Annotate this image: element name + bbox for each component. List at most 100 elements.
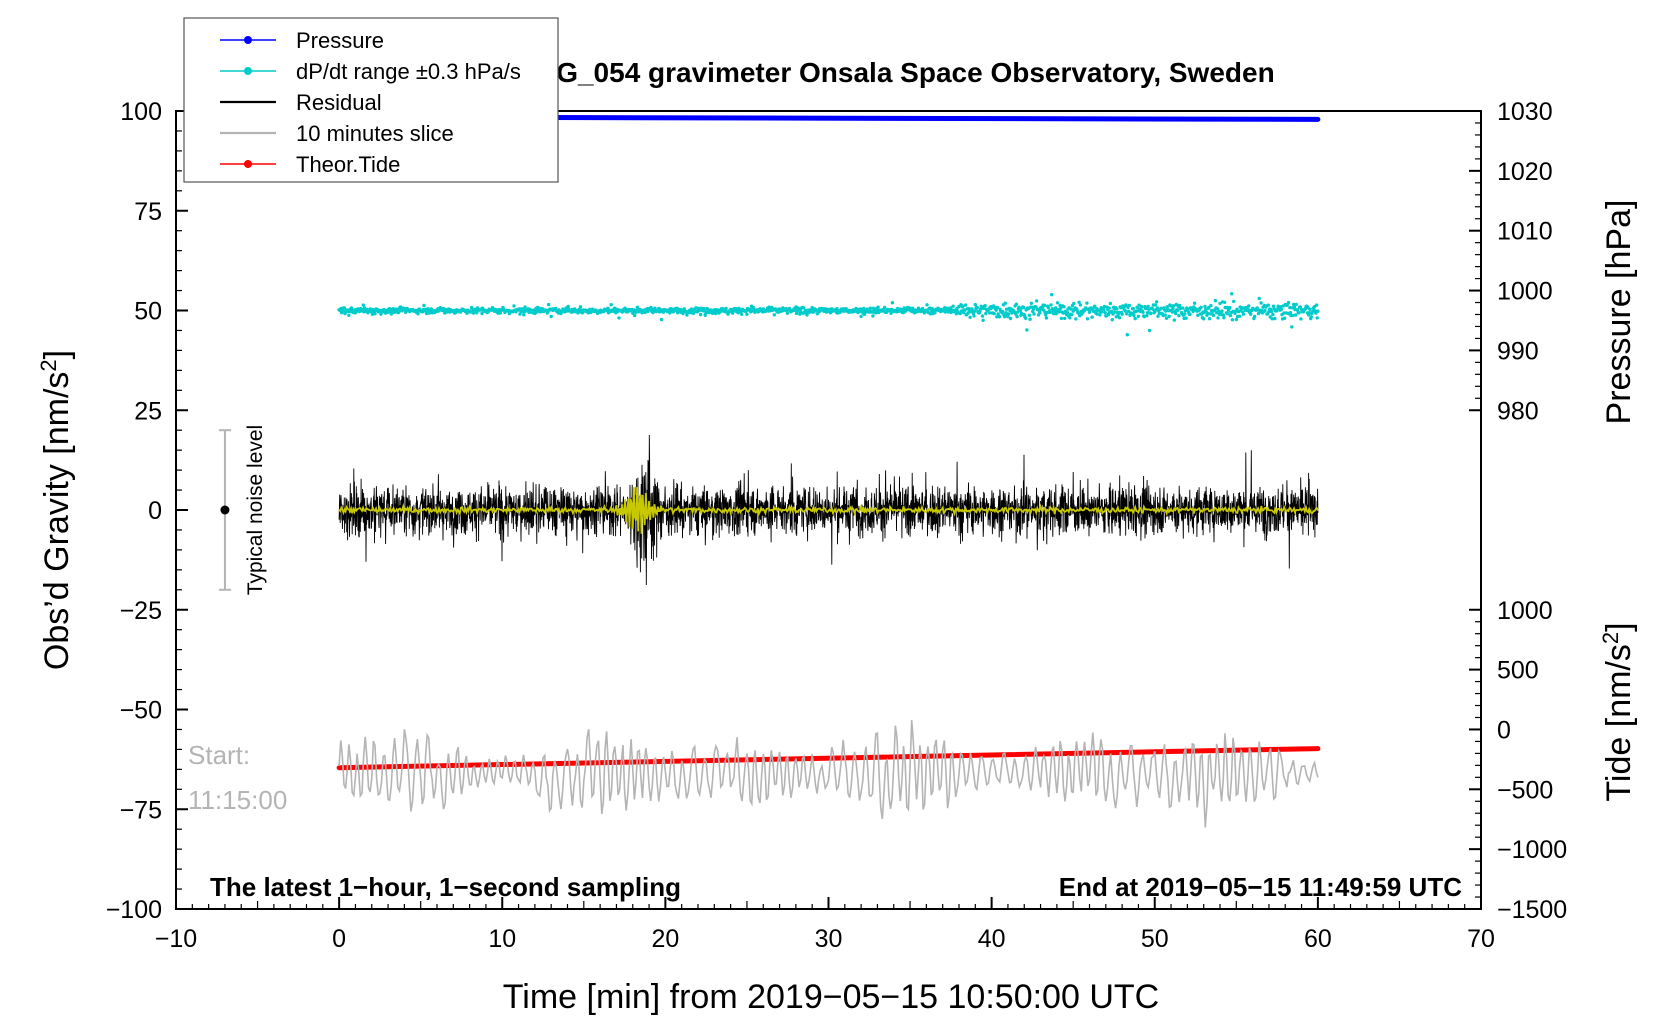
dpdt-point bbox=[1308, 307, 1312, 312]
legend-marker bbox=[244, 67, 252, 75]
tide-axis-title-end: ] bbox=[1600, 622, 1638, 631]
dpdt-point bbox=[1077, 300, 1081, 304]
dpdt-point bbox=[1123, 309, 1128, 313]
dpdt-point bbox=[361, 303, 365, 307]
dpdt-point bbox=[1078, 303, 1083, 307]
dpdt-point bbox=[1110, 318, 1115, 322]
x-axis-title: Time [min] from 2019−05−15 10:50:00 UTC bbox=[503, 978, 1159, 1016]
x-tick-label: −10 bbox=[155, 925, 197, 953]
dpdt-point bbox=[1183, 312, 1187, 316]
dpdt-point bbox=[1218, 301, 1222, 306]
dpdt-point bbox=[951, 304, 955, 308]
dpdt-point bbox=[1211, 313, 1216, 318]
tide-axis-ticks: 1000 500 0 −500 −1000 −1500 bbox=[1469, 597, 1567, 924]
dpdt-point bbox=[1294, 313, 1298, 317]
dpdt-point bbox=[1063, 316, 1067, 321]
x-tick-label: 10 bbox=[488, 925, 516, 953]
dpdt-point bbox=[682, 307, 686, 311]
dpdt-point bbox=[1042, 303, 1047, 308]
left-axis-title: Obs’d Gravity [nm/s2] bbox=[36, 350, 76, 670]
dpdt-point bbox=[1156, 314, 1160, 318]
pressure-tick-label: 1010 bbox=[1497, 218, 1553, 246]
dpdt-point bbox=[963, 303, 968, 307]
dpdt-point bbox=[1103, 311, 1107, 315]
dpdt-point bbox=[1269, 309, 1274, 314]
dpdt-point bbox=[992, 311, 996, 316]
dpdt-point bbox=[802, 306, 806, 310]
dpdt-point bbox=[668, 311, 672, 315]
dpdt-point bbox=[1246, 307, 1250, 311]
dpdt-series bbox=[337, 292, 1320, 337]
dpdt-point bbox=[972, 314, 976, 318]
dpdt-point bbox=[1259, 301, 1263, 305]
legend-marker bbox=[244, 36, 252, 44]
left-axis-title-sup: 2 bbox=[36, 359, 61, 371]
dpdt-point bbox=[1025, 328, 1029, 332]
dpdt-point bbox=[1252, 314, 1257, 319]
dpdt-point bbox=[1177, 303, 1182, 308]
tide-tick-label: −500 bbox=[1497, 776, 1553, 804]
dpdt-point bbox=[1228, 305, 1232, 310]
dpdt-point bbox=[911, 306, 915, 310]
dpdt-point bbox=[1177, 313, 1181, 318]
dpdt-point bbox=[341, 309, 345, 313]
dpdt-point bbox=[1072, 301, 1076, 306]
dpdt-point bbox=[927, 306, 932, 310]
dpdt-point bbox=[1132, 313, 1136, 318]
dpdt-point bbox=[1286, 300, 1291, 305]
dpdt-point bbox=[1192, 301, 1197, 305]
tide-tick-label: −1000 bbox=[1497, 836, 1567, 864]
dpdt-point bbox=[633, 313, 637, 318]
residual-series bbox=[338, 434, 1319, 586]
dpdt-point bbox=[480, 311, 484, 316]
dpdt-point bbox=[422, 303, 426, 308]
dpdt-point bbox=[925, 303, 929, 307]
tide-tick-label: 1000 bbox=[1497, 597, 1553, 625]
dpdt-point bbox=[870, 310, 874, 314]
dpdt-point bbox=[1095, 312, 1100, 316]
dpdt-point bbox=[1003, 315, 1007, 319]
pressure-tick-label: 1000 bbox=[1497, 278, 1553, 306]
dpdt-point bbox=[1146, 304, 1150, 309]
dpdt-point bbox=[1298, 305, 1303, 309]
dpdt-point bbox=[988, 311, 992, 315]
chart-title: SCG_054 gravimeter Onsala Space Observat… bbox=[517, 57, 1274, 88]
pressure-axis-title: Pressure [hPa] bbox=[1600, 200, 1638, 425]
legend-box bbox=[183, 17, 559, 183]
legend-label: 10 minutes slice bbox=[296, 121, 454, 146]
dpdt-point bbox=[1062, 305, 1066, 309]
dpdt-point bbox=[1216, 316, 1220, 320]
dpdt-point bbox=[1307, 311, 1312, 315]
dpdt-point bbox=[1288, 311, 1293, 315]
dpdt-point bbox=[1029, 301, 1034, 305]
dpdt-point bbox=[1102, 307, 1106, 312]
dpdt-point bbox=[1149, 311, 1153, 316]
dpdt-point bbox=[698, 312, 703, 317]
dpdt-point bbox=[1282, 316, 1287, 320]
dpdt-point bbox=[1315, 316, 1319, 320]
dpdt-point bbox=[1213, 298, 1218, 303]
sampling-annotation: The latest 1−hour, 1−second sampling bbox=[210, 872, 681, 902]
dpdt-point bbox=[424, 311, 429, 316]
dpdt-point bbox=[1147, 307, 1151, 312]
dpdt-point bbox=[1145, 311, 1150, 315]
dpdt-point bbox=[882, 305, 887, 310]
dpdt-point bbox=[1249, 312, 1253, 316]
dpdt-point bbox=[1125, 312, 1129, 316]
dpdt-point bbox=[1163, 313, 1167, 317]
x-tick-label: 70 bbox=[1467, 925, 1495, 953]
dpdt-point bbox=[1232, 299, 1236, 304]
dpdt-point bbox=[1263, 309, 1267, 313]
dpdt-point bbox=[1127, 309, 1131, 313]
dpdt-point bbox=[1191, 309, 1195, 314]
dpdt-point bbox=[1019, 311, 1024, 315]
dpdt-point bbox=[980, 314, 985, 318]
dpdt-point bbox=[1203, 304, 1207, 309]
dpdt-point bbox=[1074, 317, 1078, 321]
legend-label: dP/dt range ±0.3 hPa/s bbox=[296, 59, 521, 84]
x-tick-label: 50 bbox=[1141, 925, 1169, 953]
dpdt-point bbox=[386, 310, 390, 314]
dpdt-point bbox=[1171, 306, 1175, 311]
dpdt-point bbox=[933, 311, 937, 315]
